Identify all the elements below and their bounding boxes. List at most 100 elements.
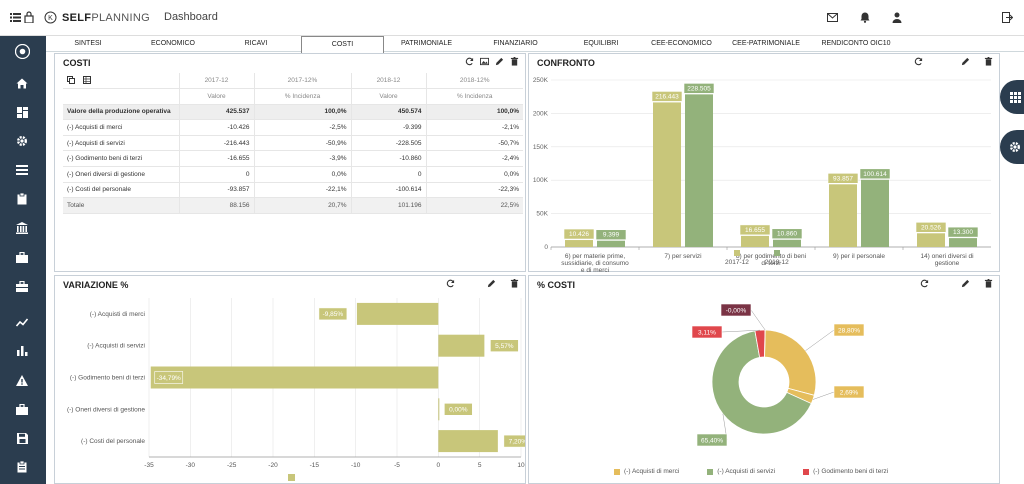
report-icon — [17, 461, 27, 473]
column-header: 2018-12 — [350, 73, 426, 90]
bell-icon[interactable] — [860, 12, 870, 23]
refresh-icon[interactable] — [914, 57, 923, 66]
sidebar-item-settings[interactable] — [14, 133, 30, 149]
legend-item-merci[interactable]: (-) Acquisti di merci — [614, 468, 679, 475]
lock-icon[interactable] — [24, 11, 34, 23]
y-tick-label: (-) Acquisti di servizi — [87, 343, 145, 350]
user-icon[interactable] — [892, 12, 902, 23]
save-icon — [16, 432, 28, 444]
sidebar-item-clipboard[interactable] — [14, 191, 30, 207]
row-label: (-) Godimento beni di terzi — [63, 150, 179, 168]
data-label: 0,00% — [449, 407, 468, 414]
tab-patrimoniale[interactable]: PATRIMONIALE — [400, 40, 453, 47]
tab-cee-patrimoniale[interactable]: CEE-PATRIMONIALE — [732, 40, 800, 47]
bar — [741, 235, 769, 247]
bar — [438, 398, 440, 421]
row-label: (-) Acquisti di merci — [63, 119, 179, 136]
tab-ricavi[interactable]: RICAVI — [244, 40, 268, 47]
row-label: Totale — [63, 197, 179, 214]
sidebar-item-dashboard[interactable] — [14, 104, 30, 120]
data-label: 9.399 — [603, 232, 620, 239]
tab-sintesi[interactable]: SINTESI — [74, 40, 102, 47]
toolbox-icon — [16, 280, 28, 292]
variazione-chart: -35 -30 -25 -20 -15 -10 -5 0 5 10 (-) Acquisti di … — [67, 298, 525, 481]
refresh-icon[interactable] — [465, 57, 474, 66]
page-title: Dashboard — [164, 11, 218, 23]
pencil-icon[interactable] — [961, 57, 970, 66]
x-tick-label: sussidiarie, di consumo — [561, 260, 629, 267]
bar — [949, 238, 977, 247]
value-cell: 425.537 — [178, 104, 254, 121]
sidebar-item-warning[interactable] — [14, 372, 30, 388]
image-icon[interactable] — [480, 57, 489, 66]
pencil-icon[interactable] — [487, 279, 496, 288]
pencil-icon[interactable] — [961, 279, 970, 288]
panel-confronto: CONFRONTO 0 50K 100K 150K 200K 250K 6) per mat… — [528, 53, 1000, 272]
refresh-icon[interactable] — [920, 279, 929, 288]
tab-rendiconto[interactable]: RENDICONTO OIC10 — [821, 40, 891, 47]
table-subheader-row: Valore % Incidenza Valore % Incidenza — [63, 88, 523, 105]
logout-icon[interactable] — [1002, 12, 1013, 23]
confronto-legend: 2017-12 2018-12 — [725, 250, 789, 266]
svg-text:K: K — [48, 15, 53, 22]
sidebar-item-save[interactable] — [14, 430, 30, 446]
data-label: 16.655 — [745, 227, 765, 234]
sidebar-item-logo[interactable] — [14, 43, 30, 59]
table-header-row: 2017-12 2017-12% 2018-12 2018-12% — [63, 73, 523, 90]
percent-cell: 100,0% — [425, 104, 523, 121]
sidebar-item-bar-chart[interactable] — [14, 343, 30, 359]
data-label: 93.857 — [833, 175, 853, 182]
y-tick-label: 0 — [544, 244, 548, 251]
legend-item-2017[interactable]: 2017-12 — [725, 250, 749, 266]
x-tick-label: -30 — [186, 462, 196, 469]
x-tick-label: e di merci — [581, 267, 609, 272]
tab-costi[interactable]: COSTI — [301, 36, 384, 53]
data-label: 5,57% — [495, 343, 514, 350]
y-tick-label: (-) Costi del personale — [81, 438, 145, 445]
top-bar: K SELFPLANNING Dashboard — [0, 0, 1024, 36]
apps-button[interactable] — [1000, 80, 1024, 114]
x-tick-label: gestione — [935, 260, 960, 267]
copy-icon[interactable] — [67, 75, 75, 84]
value-cell: -93.857 — [178, 182, 254, 199]
menu-icon[interactable] — [10, 12, 21, 23]
trash-icon[interactable] — [510, 57, 519, 66]
sidebar-item-report[interactable] — [14, 459, 30, 475]
data-label-box — [691, 325, 723, 339]
value-cell: -228.505 — [350, 135, 426, 152]
tab-equilibri[interactable]: EQUILIBRI — [583, 40, 619, 47]
trash-icon[interactable] — [984, 279, 993, 288]
trash-icon[interactable] — [510, 279, 519, 288]
logo-icon: K — [44, 11, 57, 24]
data-label: 7,20% — [509, 438, 525, 445]
pencil-icon[interactable] — [495, 57, 504, 66]
sidebar-item-portfolio[interactable] — [14, 401, 30, 417]
sidebar-item-home[interactable] — [14, 75, 30, 91]
tab-economico[interactable]: ECONOMICO — [151, 40, 195, 47]
row-label: Valore della produzione operativa — [63, 104, 179, 121]
sidebar-item-toolbox[interactable] — [14, 278, 30, 294]
legend-item-godimento[interactable]: (-) Godimento beni di terzi — [803, 468, 888, 475]
x-tick-label: 8) per godimento di beni — [736, 253, 806, 260]
bank-icon — [16, 222, 28, 234]
sidebar-item-trend[interactable] — [14, 314, 30, 330]
sidebar-item-list[interactable] — [14, 162, 30, 178]
mail-icon[interactable] — [827, 13, 838, 22]
y-tick-label: (-) Godimento beni di terzi — [70, 375, 145, 382]
refresh-icon[interactable] — [446, 279, 455, 288]
legend-item-servizi[interactable]: (-) Acquisti di servizi — [707, 468, 775, 475]
panel-costi-title: COSTI — [63, 58, 91, 68]
tab-cee-economico[interactable]: CEE-ECONOMICO — [651, 40, 712, 47]
sidebar-item-bank[interactable] — [14, 220, 30, 236]
legend-item-2018[interactable]: 2018-12 — [765, 250, 789, 266]
trash-icon[interactable] — [984, 57, 993, 66]
settings-button[interactable] — [1000, 130, 1024, 164]
spreadsheet-icon[interactable] — [82, 75, 91, 84]
bar — [829, 184, 857, 247]
tab-finanziario[interactable]: FINANZIARIO — [493, 40, 538, 47]
grid-icon — [1009, 91, 1021, 103]
sidebar-item-briefcase[interactable] — [14, 249, 30, 265]
x-tick-label: 6) per materie prime, — [565, 253, 626, 260]
percent-cell: -50,7% — [425, 135, 523, 152]
x-tick-label: -10 — [351, 462, 361, 469]
